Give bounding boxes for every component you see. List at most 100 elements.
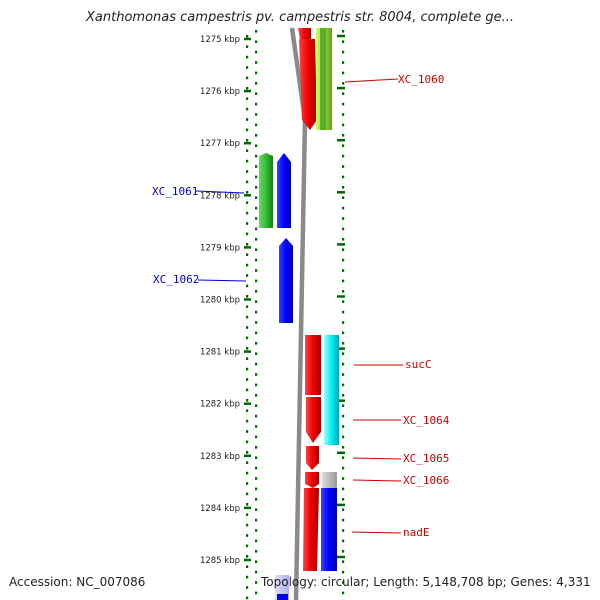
- track-dot: [255, 581, 258, 584]
- track-dot: [342, 102, 345, 106]
- ruler-ticks: 1275 kbp 1276 kbp 1277 kbp 1278 kbp 1279 kbp…: [200, 34, 345, 566]
- track-dot: [342, 248, 345, 251]
- track-dot: [342, 227, 345, 231]
- gene-feature-blue[interactable]: [277, 594, 288, 600]
- track-dot: [255, 269, 258, 272]
- track-dot: [342, 570, 345, 574]
- gene-label-xc-1066[interactable]: XC_1066: [403, 474, 449, 487]
- track-dot: [342, 113, 345, 116]
- gene-label-succ[interactable]: sucC: [405, 358, 432, 371]
- gene-feature-red[interactable]: [299, 39, 317, 130]
- track-dot: [255, 539, 258, 543]
- track-dot: [246, 492, 249, 496]
- track-dot: [342, 352, 345, 355]
- gene-feature-blue[interactable]: [279, 238, 293, 323]
- tick-label: 1282 kbp: [200, 400, 240, 410]
- track-dot: [246, 326, 249, 329]
- tick-label: 1285 kbp: [200, 556, 240, 566]
- gene-label-nade[interactable]: nadE: [403, 526, 430, 539]
- gene-feature-red[interactable]: [305, 335, 321, 395]
- track-dot: [342, 550, 345, 553]
- track-dot: [255, 373, 258, 376]
- track-dot: [255, 165, 258, 168]
- track-dot: [246, 97, 249, 100]
- track-dot: [255, 404, 258, 407]
- gene-feature-blue-pale[interactable]: [275, 575, 289, 600]
- gene-label-xc-1060[interactable]: XC_1060: [398, 73, 444, 86]
- gene-label-xc-1061[interactable]: XC_1061: [152, 185, 198, 198]
- track-dot: [255, 487, 258, 491]
- track-dot: [246, 430, 249, 433]
- track-dot: [255, 134, 258, 137]
- track-dot: [342, 456, 345, 459]
- track-dot: [255, 342, 258, 345]
- track-dot: [246, 118, 249, 121]
- track-dot: [255, 258, 258, 262]
- gene-label-xc-1062[interactable]: XC_1062: [153, 273, 199, 286]
- track-dot: [342, 206, 345, 210]
- track-dot: [342, 217, 345, 220]
- track-dot: [342, 300, 345, 303]
- track-dot: [246, 180, 249, 184]
- gene-feature-blue[interactable]: [321, 488, 337, 571]
- track-dot: [342, 175, 345, 179]
- track-dot: [342, 71, 345, 75]
- track-dot: [246, 222, 249, 225]
- track-dot: [255, 144, 258, 147]
- track-dot: [342, 446, 345, 449]
- track-dot: [255, 383, 258, 387]
- track-dot: [255, 414, 258, 418]
- track-dot: [246, 159, 249, 163]
- track-dot: [255, 550, 258, 553]
- track-dot: [246, 544, 249, 548]
- track-dot: [342, 258, 345, 262]
- track-dot: [246, 575, 249, 579]
- gene-label-xc-1064[interactable]: XC_1064: [403, 414, 450, 427]
- track-dot: [246, 263, 249, 267]
- track-dot: [255, 310, 258, 314]
- track-dot: [342, 487, 345, 491]
- gene-label-xc-1065[interactable]: XC_1065: [403, 452, 449, 465]
- gene-feature-green-dark[interactable]: [320, 28, 326, 130]
- gene-feature-grey[interactable]: [322, 472, 337, 488]
- gene-feature-red[interactable]: [298, 28, 311, 39]
- track-dot: [246, 336, 249, 340]
- label-leaders: [195, 78, 403, 534]
- track-dot: [342, 134, 345, 137]
- track-dot: [342, 310, 345, 314]
- track-dot: [246, 503, 249, 506]
- track-dot: [246, 295, 249, 298]
- tick-label: 1283 kbp: [200, 452, 240, 462]
- track-dot: [246, 471, 249, 475]
- genome-title: Xanthomonas campestris pv. campestris st…: [86, 10, 514, 25]
- gene-feature-red[interactable]: [303, 488, 319, 571]
- track-dot: [255, 435, 258, 439]
- track-dot: [342, 165, 345, 168]
- track-dot: [342, 383, 345, 387]
- gene-feature-cyan[interactable]: [324, 335, 339, 445]
- track-dot: [246, 409, 249, 412]
- track-dot: [342, 508, 345, 511]
- track-dot: [255, 446, 258, 449]
- track-dot: [342, 92, 345, 95]
- track-dot: [255, 352, 258, 355]
- track-dot: [246, 149, 249, 152]
- track-dot: [255, 61, 258, 64]
- track-dot: [246, 378, 249, 381]
- track-dot: [246, 399, 249, 402]
- gene-feature-red[interactable]: [306, 446, 319, 470]
- gene-feature-green[interactable]: [259, 153, 273, 228]
- track-dot: [342, 269, 345, 272]
- track-dot: [342, 581, 345, 584]
- tick-label: 1278 kbp: [200, 191, 240, 201]
- track-dot: [255, 92, 258, 95]
- track-dot: [342, 154, 345, 158]
- track-dot: [255, 518, 258, 522]
- gene-feature-red[interactable]: [306, 397, 321, 443]
- track-dot: [255, 40, 258, 43]
- gene-feature-blue[interactable]: [277, 153, 291, 228]
- gene-feature-red[interactable]: [305, 472, 319, 488]
- track-dot: [342, 414, 345, 418]
- track-dot: [246, 76, 249, 80]
- track-dot: [342, 373, 345, 376]
